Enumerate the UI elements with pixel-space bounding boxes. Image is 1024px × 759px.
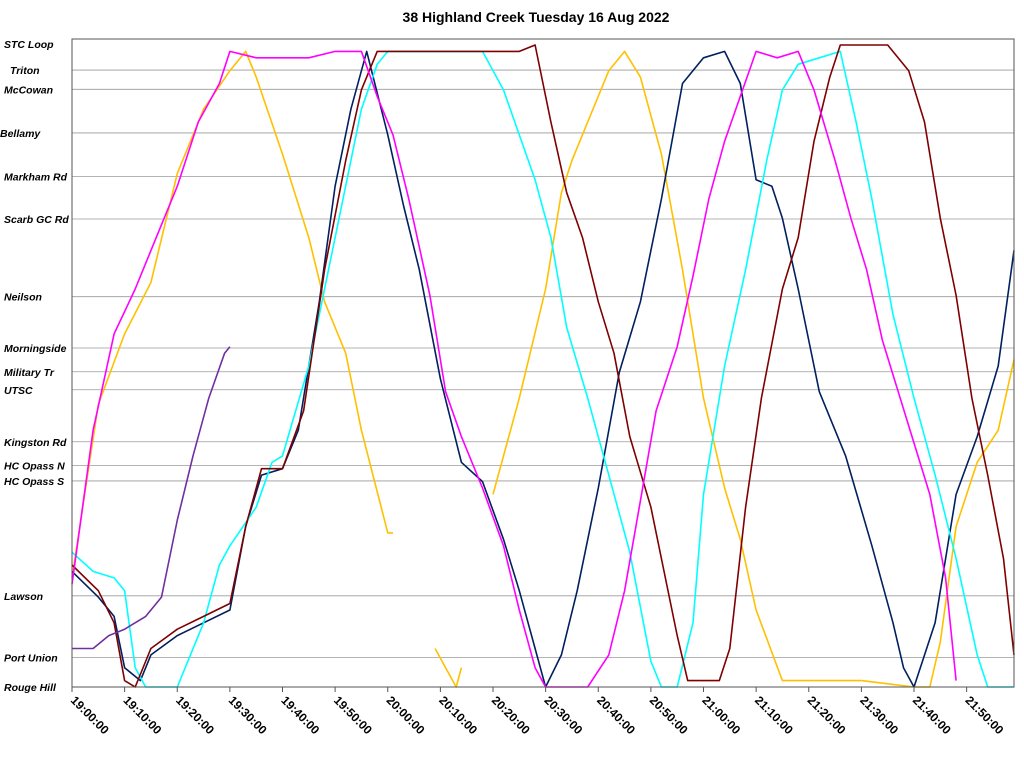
x-tick-label: 21:10:00: [752, 693, 796, 737]
plot-area: [71, 38, 1015, 688]
series-line-1: [434, 648, 463, 688]
y-tick-label: Morningside: [4, 343, 67, 355]
series-line-7: [72, 346, 231, 650]
y-tick-label: Markham Rd: [4, 172, 68, 184]
y-tick-label: McCowan: [4, 84, 53, 96]
y-tick-label: Scarb GC Rd: [4, 214, 69, 226]
x-tick-label: 19:20:00: [173, 693, 217, 737]
x-tick-label: 20:50:00: [647, 693, 691, 737]
x-tick-label: 20:00:00: [384, 693, 428, 737]
series-line-0: [71, 50, 393, 579]
y-tick-label: Lawson: [4, 591, 43, 603]
y-tick-label: HC Opass N: [4, 461, 65, 473]
x-tick-label: 21:20:00: [805, 693, 849, 737]
y-tick-label: Military Tr: [4, 367, 55, 379]
series-line-6: [71, 50, 957, 688]
y-tick-label: STC Loop: [4, 39, 54, 51]
y-tick-label: Kingston Rd: [4, 437, 67, 449]
x-axis-labels: 19:00:00 19:10:00 19:20:00 19:30:00 19:40:00…: [68, 687, 1007, 737]
x-tick-label: 21:30:00: [857, 693, 901, 737]
x-tick-label: 19:30:00: [226, 693, 270, 737]
y-tick-label: UTSC: [4, 385, 33, 397]
y-tick-label: Rouge Hill: [4, 682, 57, 694]
x-tick-label: 19:10:00: [121, 693, 165, 737]
x-tick-label: 21:40:00: [910, 693, 954, 737]
y-axis-labels: STC Loop Triton McCowan Bellamy Markham Rd Sc…: [0, 39, 69, 694]
series-line-5: [71, 44, 1015, 688]
series-group: [71, 44, 1015, 688]
series-line-2: [492, 50, 1015, 688]
x-tick-label: 20:40:00: [594, 693, 638, 737]
series-line-4: [71, 50, 1014, 688]
chart-title: 38 Highland Creek Tuesday 16 Aug 2022: [403, 9, 670, 25]
x-tick-label: 20:20:00: [489, 693, 533, 737]
x-tick-label: 19:50:00: [331, 693, 375, 737]
y-tick-label: Neilson: [4, 292, 42, 304]
x-tick-label: 19:40:00: [278, 693, 322, 737]
y-tick-label: Port Union: [4, 652, 58, 664]
series-line-3: [71, 50, 1015, 688]
x-tick-label: 20:30:00: [542, 693, 586, 737]
x-tick-label: 20:10:00: [436, 693, 480, 737]
grid: [72, 69, 1014, 658]
x-tick-label: 19:00:00: [68, 693, 112, 737]
y-tick-label: Bellamy: [0, 128, 41, 140]
x-tick-label: 21:50:00: [963, 693, 1007, 737]
y-tick-label: HC Opass S: [4, 476, 64, 488]
x-tick-label: 21:00:00: [699, 693, 743, 737]
y-tick-label: Triton: [10, 65, 40, 77]
